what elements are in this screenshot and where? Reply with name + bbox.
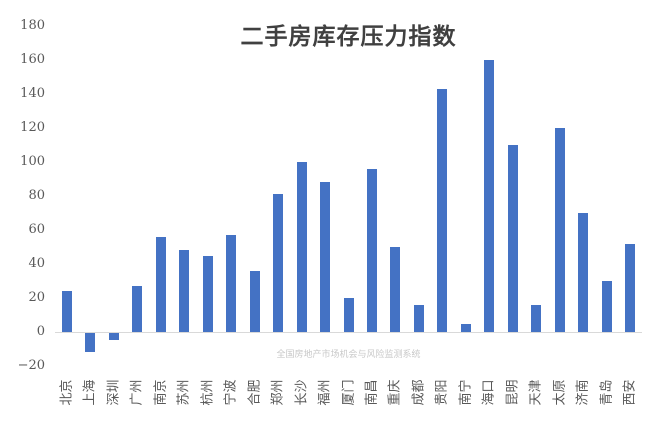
x-tick-label: 昆明 — [505, 379, 521, 406]
chart-bar — [625, 243, 636, 332]
chart-bar — [179, 250, 190, 332]
chart-bar — [460, 323, 471, 332]
x-tick-label: 苏州 — [176, 379, 192, 406]
chart-bar — [296, 162, 307, 332]
x-tick-label: 杭州 — [200, 379, 216, 406]
x-tick-label: 宁波 — [223, 379, 239, 406]
y-tick-label: −20 — [17, 358, 45, 373]
chart-bar — [108, 333, 119, 340]
x-tick-label: 济南 — [575, 379, 591, 406]
y-tick-label: 80 — [28, 188, 45, 203]
watermark-text: 全国房地产市场机会与风险监测系统 — [276, 350, 421, 360]
chart-bar — [601, 281, 612, 332]
chart-bar — [226, 235, 237, 332]
chart-bar — [578, 213, 589, 332]
y-tick-label: 60 — [28, 222, 45, 237]
x-tick-label: 福州 — [317, 379, 333, 406]
x-tick-label: 南昌 — [364, 379, 380, 406]
x-tick-label: 北京 — [59, 379, 75, 406]
x-tick-label: 广州 — [129, 379, 145, 406]
x-tick-label: 成都 — [411, 379, 427, 406]
chart-bar — [554, 128, 565, 332]
x-tick-label: 青岛 — [599, 379, 615, 406]
y-tick-label: 180 — [20, 18, 45, 33]
x-tick-label: 郑州 — [270, 379, 286, 406]
chart-bar — [413, 304, 424, 332]
y-tick-label: 160 — [20, 52, 45, 67]
chart-bar — [61, 291, 72, 332]
x-tick-label: 重庆 — [387, 379, 403, 406]
chart-bar — [273, 194, 284, 332]
x-tick-label: 深圳 — [106, 379, 122, 406]
x-tick-label: 南宁 — [458, 379, 474, 406]
chart-bar — [85, 333, 96, 352]
chart-bar — [202, 255, 213, 332]
chart-bar — [343, 298, 354, 332]
x-tick-label: 长沙 — [294, 379, 310, 406]
chart-bar — [531, 304, 542, 332]
y-tick-label: 140 — [20, 86, 45, 101]
chart-title: 二手房库存压力指数 — [240, 23, 457, 50]
chart-bar — [320, 182, 331, 332]
y-tick-label: 20 — [28, 290, 45, 305]
chart-bar — [437, 88, 448, 332]
x-tick-label: 合肥 — [247, 379, 263, 406]
chart-bar — [155, 236, 166, 332]
y-tick-label: 100 — [20, 154, 45, 169]
x-tick-label: 西安 — [622, 379, 638, 406]
chart-bar — [366, 168, 377, 332]
chart-bar — [507, 145, 518, 332]
chart-bar — [132, 286, 143, 332]
x-tick-label: 天津 — [528, 379, 544, 406]
chart-bar — [390, 247, 401, 332]
chart-bar — [249, 270, 260, 332]
x-axis-line — [55, 332, 642, 333]
x-tick-label: 上海 — [82, 379, 98, 406]
x-tick-label: 贵阳 — [434, 379, 450, 406]
x-tick-label: 太原 — [552, 379, 568, 406]
x-tick-label: 南京 — [153, 379, 169, 406]
y-tick-label: 0 — [36, 324, 45, 339]
chart-bar — [484, 60, 495, 332]
x-tick-label: 海口 — [481, 379, 497, 406]
y-tick-label: 40 — [28, 256, 45, 271]
x-tick-label: 厦门 — [341, 379, 356, 406]
y-tick-label: 120 — [20, 120, 45, 135]
